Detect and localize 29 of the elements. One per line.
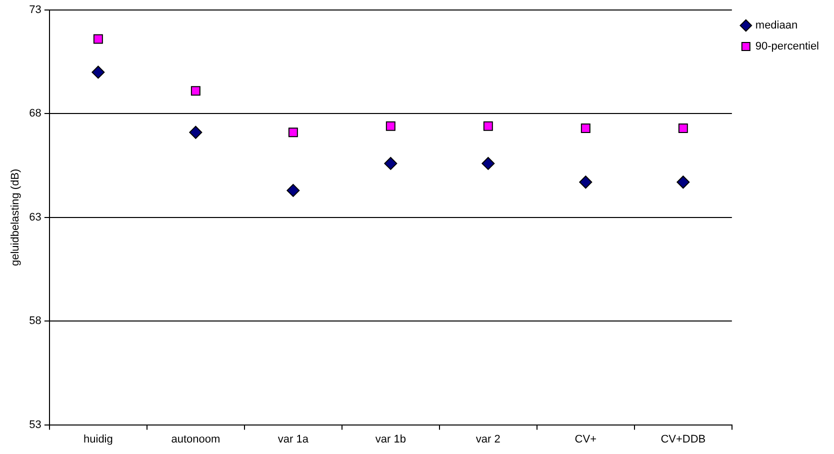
point [579,176,592,189]
point [483,121,493,131]
point [580,123,590,133]
x-tick-label: var 1b [375,433,406,446]
y-axis-title: geluidbelasting (dB) [10,168,22,266]
point [190,86,200,96]
x-tick-label: CV+DDB [660,433,706,446]
point [676,176,690,189]
point [189,126,202,139]
x-tick-label: CV+ [574,433,597,446]
point [286,184,300,197]
x-tick-label: autonoom [171,433,220,446]
point [384,156,398,170]
x-tick-label: var 2 [476,433,500,446]
y-tick-label: 58 [29,315,42,328]
y-tick-label: 73 [29,4,42,16]
y-tick-label: 53 [29,418,42,431]
y-tick-label: 68 [29,108,42,120]
point [288,128,298,138]
y-tick-label: 63 [29,211,42,224]
point [678,123,688,133]
x-tick-label: var 1a [278,433,310,446]
x-tick-label: huidig [84,433,113,446]
legend-label: mediaan [755,20,798,32]
point [93,34,103,44]
legend-label: 90-percentiel [755,40,819,53]
point [386,121,396,131]
point [482,156,495,170]
point [92,66,105,79]
